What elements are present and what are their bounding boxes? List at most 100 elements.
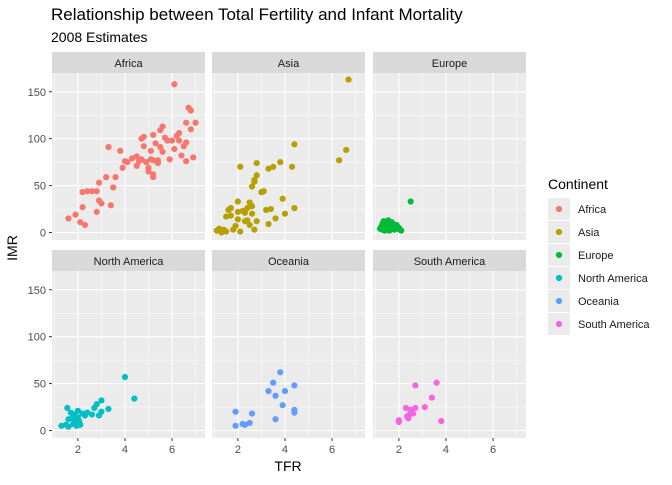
- data-point-asia: [244, 205, 251, 212]
- strip-label-asia: Asia: [278, 58, 300, 70]
- data-point-africa: [140, 133, 147, 140]
- data-point-africa: [93, 188, 100, 195]
- data-point-oceania: [241, 421, 249, 428]
- data-point-africa: [178, 152, 185, 159]
- data-point-africa: [124, 159, 131, 166]
- data-point-asia: [223, 228, 230, 235]
- x-tick-label: 2: [75, 444, 81, 456]
- facet-panels: Africa 0 50 100 150 Asia Europe North America 0 5…: [28, 52, 526, 456]
- data-point-north-america: [58, 422, 65, 429]
- data-point-asia: [281, 210, 289, 217]
- y-tick-label: 100: [28, 134, 46, 146]
- x-tick-label: 2: [396, 444, 402, 456]
- data-point-africa: [176, 137, 183, 144]
- data-point-europe: [398, 227, 405, 234]
- data-point-asia: [270, 163, 277, 170]
- legend-key-africa: [555, 205, 563, 213]
- data-point-africa: [81, 221, 89, 229]
- data-point-north-america: [74, 407, 81, 414]
- data-point-europe: [407, 198, 414, 205]
- x-tick-label: 6: [490, 444, 496, 456]
- data-point-asia: [260, 188, 267, 195]
- data-point-africa: [164, 137, 171, 144]
- legend: Continent Africa Asia Europe North America O…: [548, 176, 650, 335]
- legend-label-oceania: Oceania: [578, 296, 620, 308]
- data-point-africa: [168, 137, 176, 144]
- data-point-asia: [291, 205, 298, 212]
- data-point-africa: [117, 147, 124, 154]
- panel-background-south-america: [373, 271, 526, 438]
- data-point-africa: [103, 174, 110, 181]
- data-point-africa: [79, 189, 86, 196]
- data-point-africa: [95, 179, 103, 186]
- panel-background-asia: [212, 73, 365, 240]
- data-point-oceania: [272, 416, 279, 423]
- y-tick-label: 0: [40, 425, 46, 437]
- data-point-asia: [248, 203, 256, 210]
- strip-label-oceania: Oceania: [268, 256, 310, 268]
- data-point-asia: [234, 198, 241, 205]
- data-point-oceania: [270, 379, 277, 386]
- y-tick-label: 100: [28, 332, 46, 344]
- data-point-asia: [246, 221, 253, 229]
- data-point-africa: [154, 157, 162, 164]
- data-point-africa: [190, 154, 197, 161]
- data-point-africa: [105, 144, 112, 151]
- data-point-africa: [159, 148, 166, 155]
- data-point-asia: [277, 159, 284, 166]
- data-point-africa: [65, 215, 72, 222]
- data-point-south-america: [433, 379, 440, 386]
- data-point-asia: [253, 218, 260, 225]
- data-point-oceania: [291, 382, 298, 389]
- data-point-asia: [232, 222, 239, 230]
- data-point-oceania: [277, 369, 284, 376]
- data-point-africa: [187, 126, 194, 133]
- data-point-north-america: [64, 404, 71, 412]
- data-point-africa: [133, 153, 140, 160]
- data-point-asia: [237, 163, 244, 170]
- data-point-asia: [336, 157, 343, 164]
- data-point-africa: [79, 204, 86, 211]
- data-point-south-america: [402, 404, 410, 412]
- data-point-oceania: [279, 402, 286, 409]
- legend-key-oceania: [555, 297, 563, 305]
- chart-title: Relationship between Total Fertility and…: [51, 5, 463, 24]
- strip-south-america: [373, 250, 526, 271]
- data-point-oceania: [232, 422, 239, 429]
- data-point-south-america: [438, 418, 445, 425]
- panel-africa: Africa 0 50 100 150: [28, 52, 205, 240]
- strip-oceania: [212, 250, 365, 271]
- data-point-oceania: [281, 387, 289, 395]
- y-axis-label: IMR: [4, 235, 20, 261]
- data-point-africa: [138, 156, 145, 163]
- data-point-asia: [244, 217, 251, 224]
- data-point-asia: [223, 213, 230, 220]
- legend-label-north-america: North America: [578, 273, 649, 285]
- data-point-africa: [77, 219, 84, 226]
- strip-label-europe: Europe: [432, 58, 467, 70]
- data-point-north-america: [131, 395, 138, 402]
- data-point-north-america: [98, 397, 105, 404]
- strip-label-africa: Africa: [114, 58, 143, 70]
- data-point-africa: [166, 156, 173, 163]
- strip-label-north-america: North America: [94, 256, 165, 268]
- panel-oceania: Oceania 2 4 6: [212, 250, 365, 456]
- data-point-africa: [150, 131, 157, 139]
- data-point-africa: [147, 147, 154, 154]
- data-point-asia: [248, 183, 256, 190]
- data-point-africa: [72, 211, 79, 218]
- legend-title: Continent: [548, 176, 608, 192]
- data-point-oceania: [232, 408, 239, 415]
- legend-key-asia: [555, 228, 563, 236]
- data-point-africa: [119, 164, 126, 171]
- data-point-africa: [88, 188, 96, 195]
- data-point-africa: [157, 144, 164, 151]
- data-point-asia: [279, 195, 286, 202]
- panel-background-europe: [373, 73, 526, 240]
- data-point-south-america: [421, 403, 428, 411]
- data-point-north-america: [65, 423, 72, 430]
- data-point-asia: [227, 205, 234, 212]
- x-tick-label: 4: [282, 444, 288, 456]
- x-tick-label: 2: [235, 444, 241, 456]
